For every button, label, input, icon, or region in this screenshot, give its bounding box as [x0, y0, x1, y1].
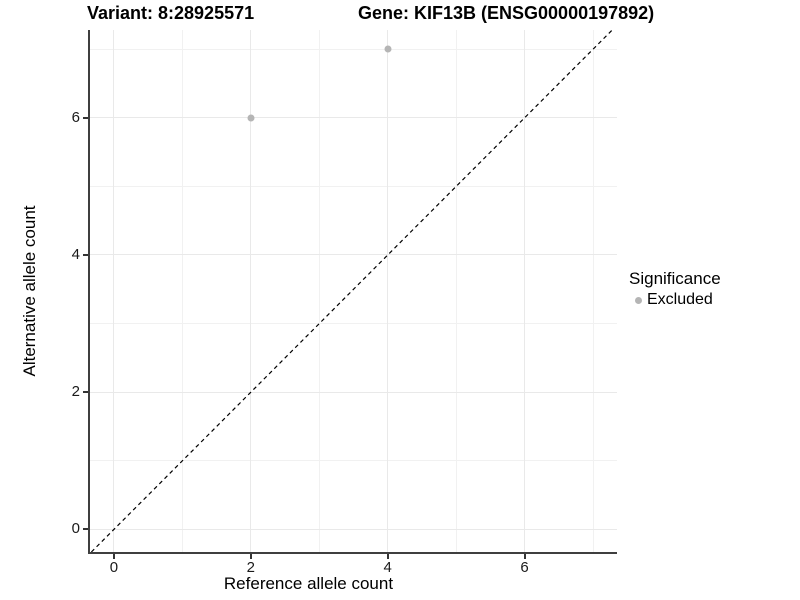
- x-tick-label: 2: [246, 559, 255, 576]
- x-tick-label: 4: [383, 559, 392, 576]
- major-gridline-x: [250, 30, 252, 552]
- major-gridline-x: [387, 30, 389, 552]
- major-gridline-x: [524, 30, 526, 552]
- minor-gridline-x: [181, 30, 183, 552]
- excluded-dot-icon: [634, 296, 642, 304]
- y-tick-mark: [83, 391, 88, 394]
- minor-gridline-y: [90, 460, 617, 462]
- x-tick-label: 0: [109, 559, 119, 576]
- minor-gridline-y: [90, 323, 617, 325]
- major-gridline-x: [113, 30, 115, 552]
- legend: Significance Excluded: [629, 269, 721, 309]
- minor-gridline-x: [318, 30, 320, 552]
- x-tick-mark: [249, 554, 252, 559]
- x-tick-mark: [112, 554, 115, 559]
- minor-gridline-x: [455, 30, 457, 552]
- legend-item-label: Excluded: [647, 291, 713, 308]
- legend-title: Significance: [629, 269, 721, 288]
- minor-gridline-x: [592, 30, 594, 552]
- major-gridline-y: [90, 254, 617, 256]
- y-tick-label: 0: [71, 520, 80, 538]
- x-tick-mark: [523, 554, 526, 559]
- plot-panel: [90, 29, 617, 553]
- y-axis-line: [88, 30, 90, 554]
- data-point: [384, 45, 392, 53]
- identity-line: [90, 29, 613, 553]
- title-variant: Variant: 8:28925571: [87, 3, 255, 23]
- y-tick-label: 4: [71, 245, 80, 263]
- x-axis-title: Reference allele count: [223, 574, 394, 593]
- minor-gridline-y: [90, 48, 617, 50]
- major-gridline-y: [90, 117, 617, 119]
- title-gene: Gene: KIF13B (ENSG00000197892): [358, 3, 655, 23]
- x-tick-label: 6: [520, 559, 529, 576]
- major-gridline-y: [90, 391, 617, 393]
- legend-key: [629, 291, 647, 309]
- y-tick-mark: [83, 528, 88, 531]
- y-tick-label: 2: [71, 383, 80, 401]
- minor-gridline-y: [90, 185, 617, 187]
- major-gridline-y: [90, 528, 617, 530]
- y-axis-title: Alternative allele count: [20, 205, 39, 377]
- y-tick-label: 6: [71, 108, 80, 126]
- y-tick-mark: [83, 253, 88, 256]
- x-axis-line: [88, 552, 617, 554]
- legend-item-excluded: Excluded: [629, 291, 721, 309]
- data-point: [247, 114, 255, 122]
- y-tick-mark: [83, 116, 88, 119]
- x-tick-mark: [386, 554, 389, 559]
